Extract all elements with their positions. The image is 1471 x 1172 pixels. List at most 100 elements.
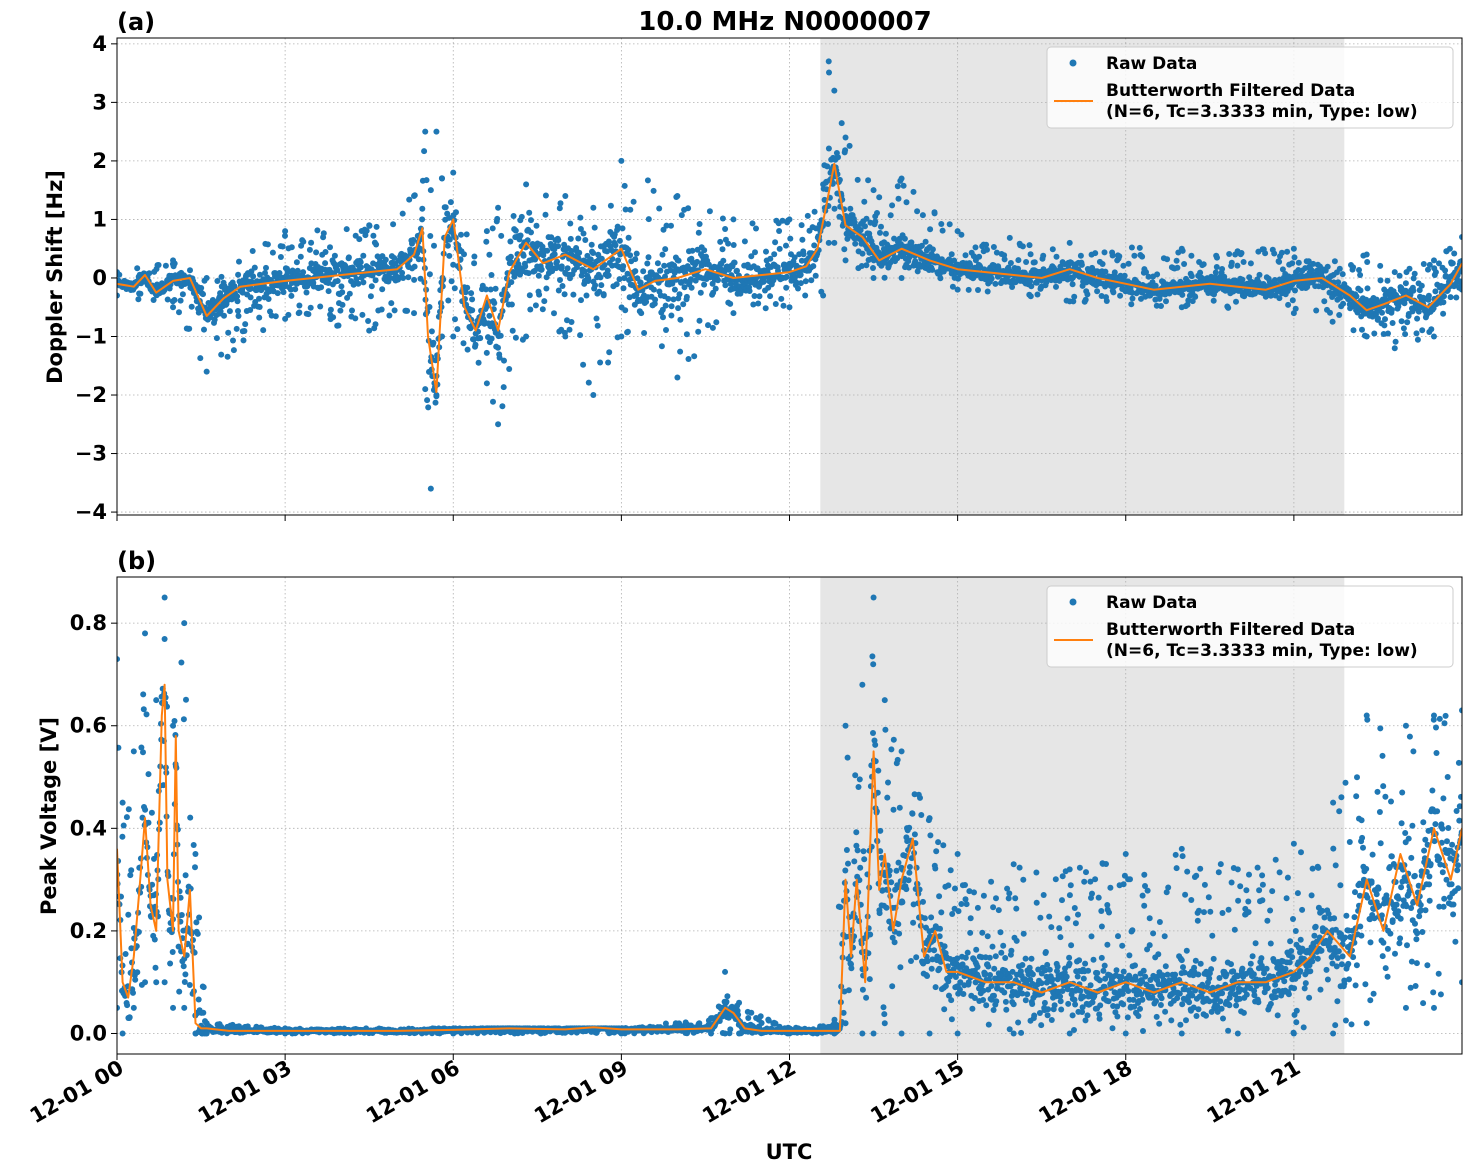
panel-a-raw-point <box>343 226 350 233</box>
panel-a-raw-point <box>804 212 811 219</box>
panel-a-raw-point <box>282 228 289 235</box>
panel-a-raw-point <box>717 238 724 245</box>
panel-a-raw-point <box>1139 253 1146 260</box>
panel-a-raw-point <box>567 220 574 227</box>
panel-b-raw-point <box>135 929 142 935</box>
panel-a-raw-point <box>918 242 925 249</box>
panel-a-raw-point <box>730 242 737 248</box>
panel-a-raw-point <box>234 293 241 300</box>
panel-a-raw-point <box>1213 264 1220 270</box>
panel-a-raw-point <box>660 314 666 321</box>
panel-b-raw-point <box>143 711 150 718</box>
panel-a-raw-point <box>264 241 271 248</box>
panel-a-legend-raw-label: Raw Data <box>1106 54 1197 74</box>
panel-a-raw-point <box>282 315 289 322</box>
panel-a-raw-point <box>685 205 692 212</box>
panel-b-raw-point <box>125 911 132 918</box>
panel-a-raw-point <box>1357 272 1364 278</box>
panel-a-raw-point <box>433 392 440 399</box>
panel-a-raw-point <box>1331 258 1338 265</box>
panel-a-raw-point <box>150 297 157 303</box>
panel-a-raw-point <box>863 262 870 269</box>
panel-b-raw-point <box>134 969 141 976</box>
panel-a-raw-point <box>600 292 607 299</box>
panel-a-raw-point <box>445 297 452 304</box>
panel-a-raw-point <box>235 313 242 319</box>
panel-a-raw-point <box>616 276 623 283</box>
panel-a-raw-point <box>647 276 654 283</box>
panel-a-raw-point <box>1276 295 1283 302</box>
panel-a-raw-point <box>1103 298 1110 304</box>
panel-a-raw-point <box>135 296 142 303</box>
panel-a-raw-point <box>400 275 407 281</box>
panel-a-raw-point <box>614 223 621 230</box>
panel-a-raw-point <box>368 283 375 290</box>
panel-a-raw-point <box>288 244 295 251</box>
panel-a-raw-point <box>410 237 417 243</box>
panel-a-raw-point <box>357 264 364 271</box>
panel-a-raw-point <box>1413 330 1420 337</box>
panel-a-raw-point <box>318 284 325 291</box>
panel-a-raw-point <box>417 275 424 282</box>
panel-a-raw-point <box>606 349 613 356</box>
panel-a-raw-point <box>373 223 380 230</box>
panel-a-raw-point <box>360 252 367 259</box>
panel-a-raw-point <box>1335 279 1342 286</box>
panel-a-raw-point <box>618 333 625 340</box>
panel-a-raw-point <box>914 208 921 215</box>
panel-a-raw-point <box>683 293 690 300</box>
panel-a-raw-point <box>520 252 527 259</box>
panel-a-raw-point <box>748 253 755 260</box>
panel-a-raw-point <box>730 216 737 223</box>
panel-a-raw-point <box>164 296 171 303</box>
panel-a-raw-point <box>432 399 439 406</box>
panel-a-raw-point <box>490 398 496 405</box>
panel-a-raw-point <box>554 258 560 265</box>
panel-a-raw-point <box>335 322 342 329</box>
panel-a-raw-point <box>713 319 720 326</box>
panel-a-raw-point <box>1305 258 1312 265</box>
panel-a-raw-point <box>776 245 783 252</box>
panel-a-raw-point <box>808 277 815 284</box>
panel-a-raw-point <box>992 280 999 287</box>
panel-b-raw-point <box>149 881 156 888</box>
panel-a-raw-point <box>117 269 120 276</box>
panel-a-raw-point <box>404 307 411 314</box>
panel-a-raw-point <box>580 361 587 368</box>
panel-a-raw-point <box>203 368 210 375</box>
panel-a-raw-point <box>810 263 817 270</box>
panel-a-raw-point <box>954 286 961 293</box>
panel-a-raw-point <box>483 286 489 293</box>
panel-a-raw-point <box>439 175 446 182</box>
panel-a-raw-point <box>495 421 502 428</box>
panel-a-raw-point <box>330 314 337 321</box>
panel-a-raw-point <box>1326 289 1333 296</box>
panel-a-raw-point <box>863 215 870 222</box>
panel-a-raw-point <box>1321 298 1328 305</box>
panel-a-raw-point <box>543 285 550 292</box>
panel-a-raw-point <box>1192 293 1199 300</box>
panel-a-raw-point <box>641 330 648 336</box>
panel-b-raw-point <box>127 872 134 879</box>
panel-a-raw-point <box>146 270 153 277</box>
panel-a-raw-point <box>706 208 713 215</box>
panel-a-raw-point <box>1310 260 1317 267</box>
panel-a-raw-point <box>235 308 241 314</box>
panel-a-raw-point <box>372 321 379 328</box>
panel-a-raw-point <box>170 304 177 311</box>
panel-a-y-tick-label: 1 <box>92 207 107 231</box>
panel-a-raw-point <box>895 195 902 202</box>
panel-a-raw-point <box>1432 269 1439 276</box>
panel-a-raw-point <box>975 287 981 293</box>
panel-a-raw-point <box>1414 315 1421 322</box>
panel-a-raw-point <box>905 264 912 271</box>
panel-a-raw-point <box>585 379 592 386</box>
panel-a-raw-point <box>1290 245 1297 252</box>
panel-a-raw-point <box>625 234 632 241</box>
panel-a-raw-point <box>1453 294 1460 301</box>
panel-a-raw-point <box>1026 242 1033 249</box>
panel-b-raw-point <box>125 806 132 813</box>
panel-a-raw-point <box>825 145 832 152</box>
panel-a-raw-point <box>249 248 256 254</box>
panel-a-raw-point <box>842 134 849 141</box>
